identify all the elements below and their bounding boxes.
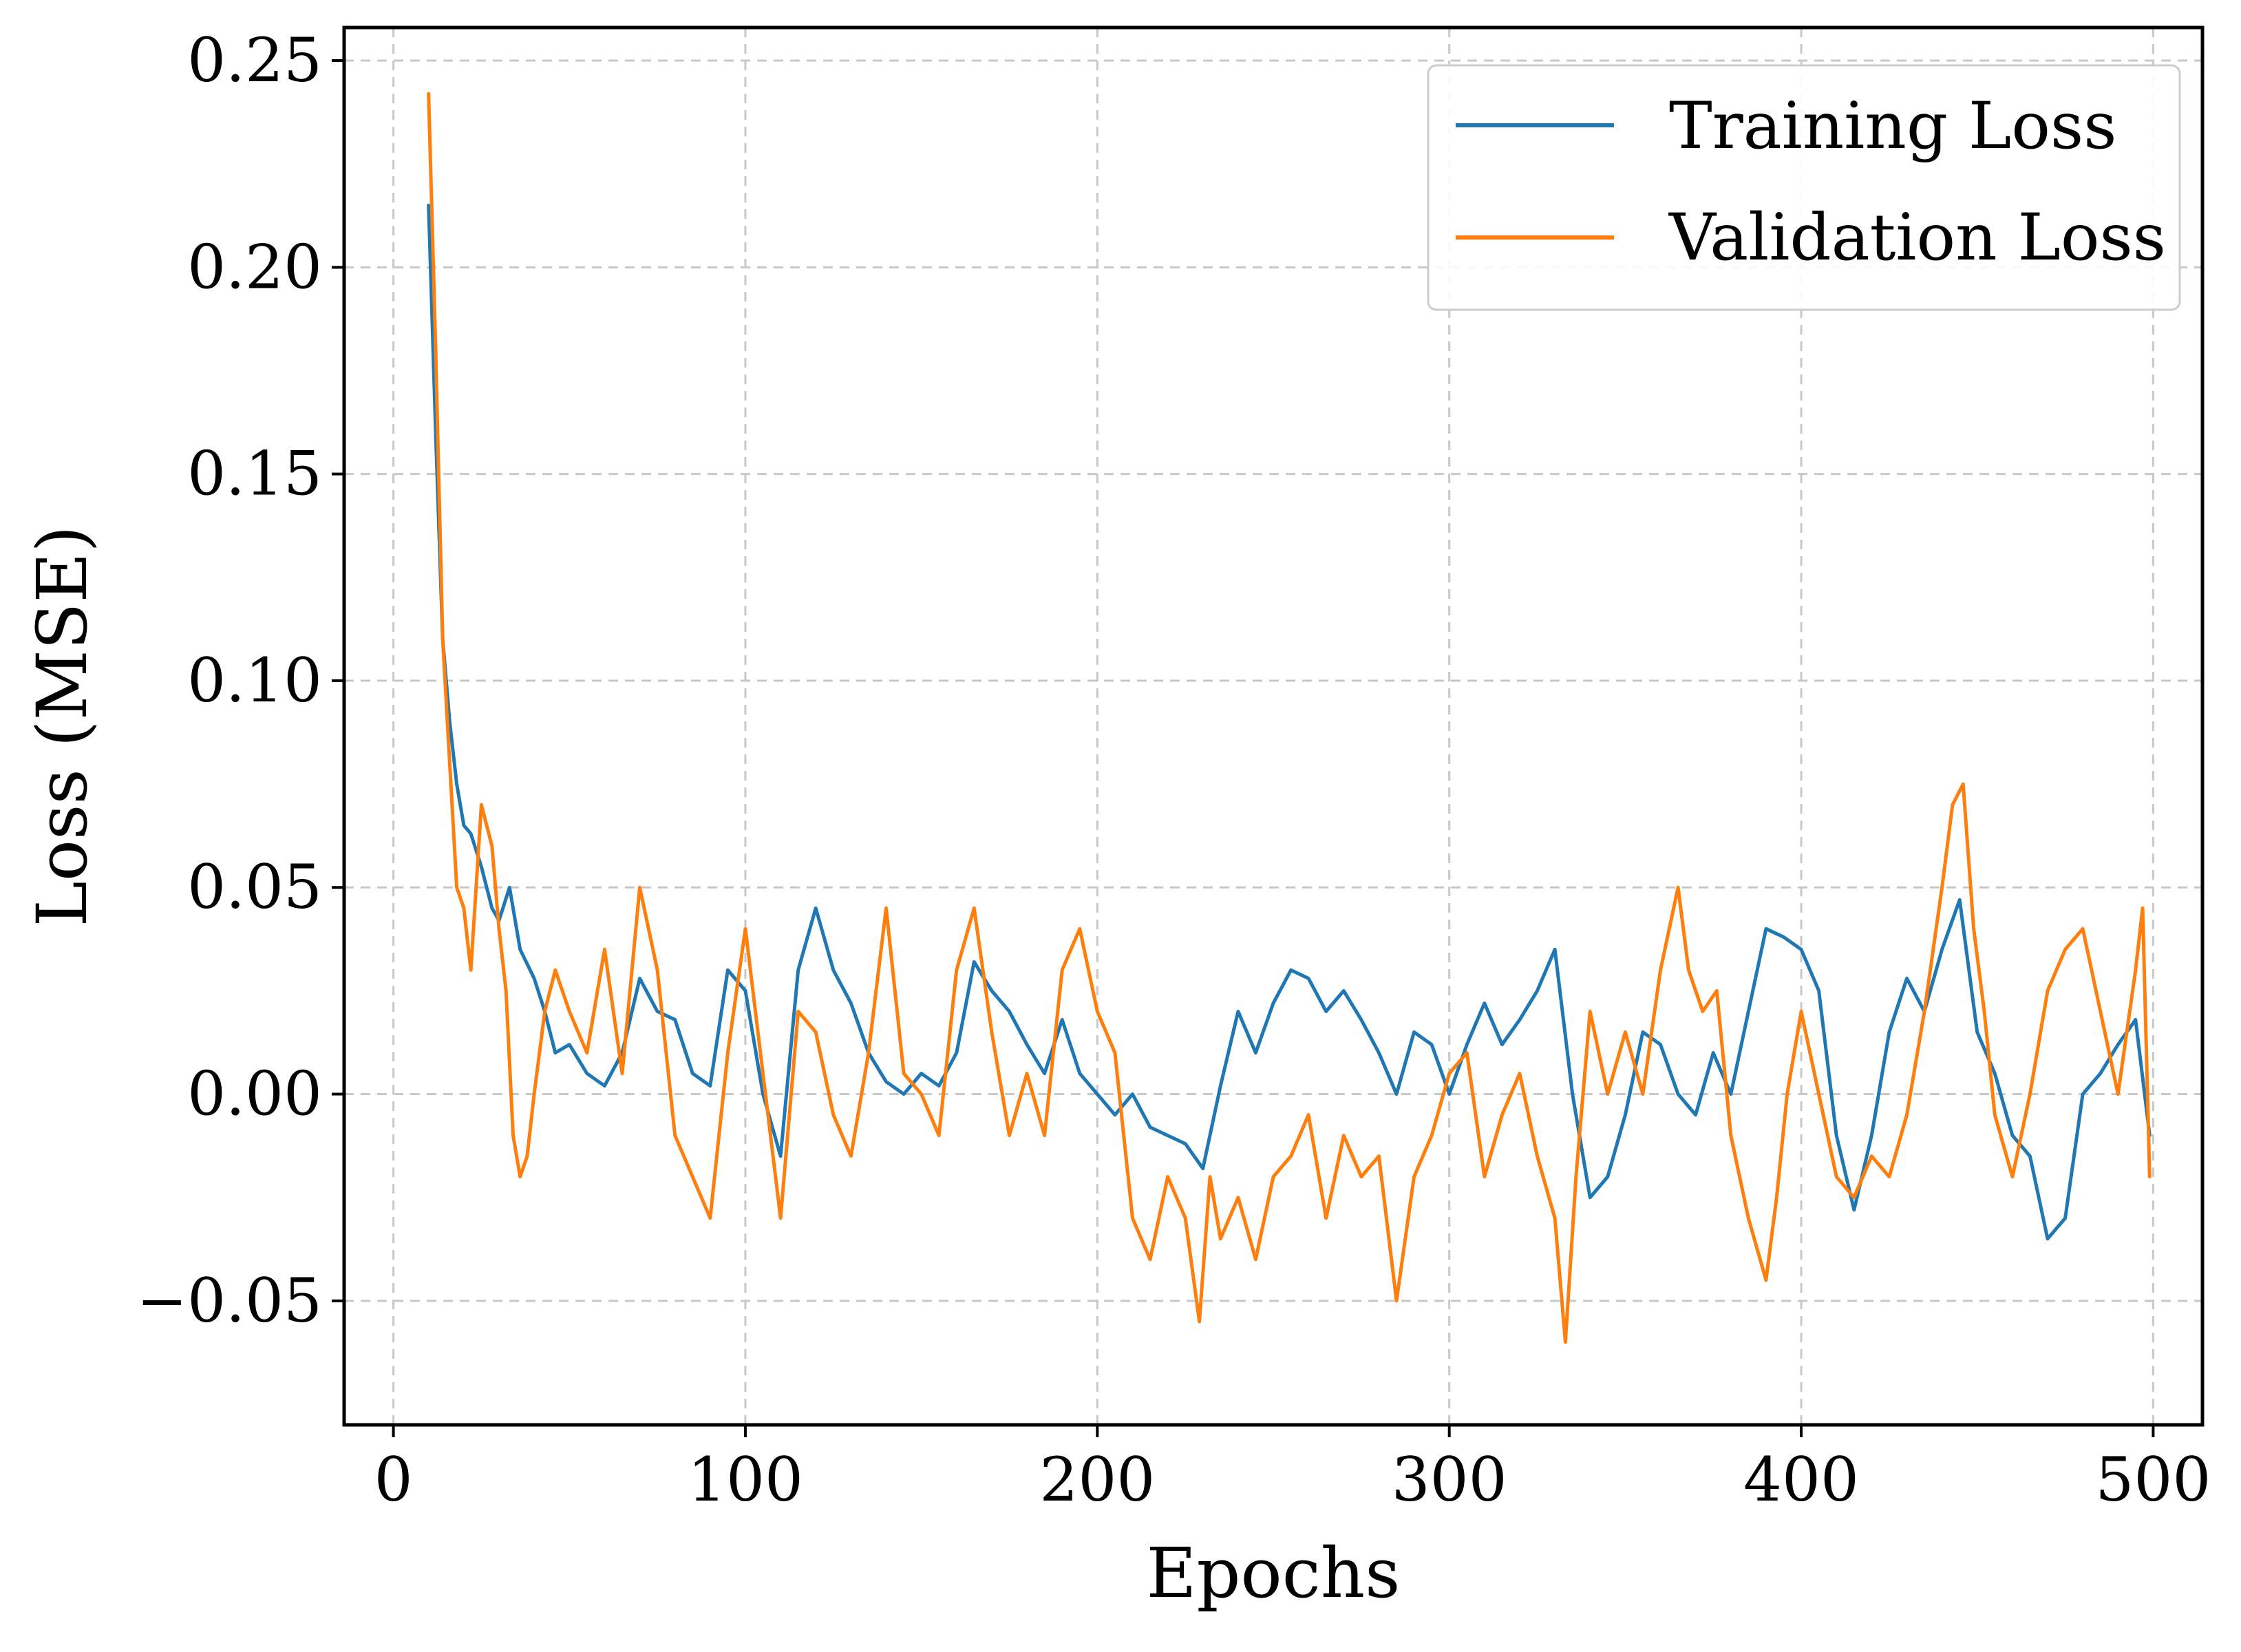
legend: Training Loss Validation Loss (1427, 64, 2181, 311)
x-tick-label: 200 (1039, 1444, 1155, 1515)
y-tick-label: 0.10 (187, 645, 322, 716)
x-axis-title: Epochs (1147, 1533, 1401, 1613)
series-line-training-loss (427, 203, 2152, 1241)
x-tick-label: 0 (374, 1444, 413, 1515)
x-tick-label: 300 (1392, 1444, 1507, 1515)
legend-label-validation: Validation Loss (1668, 200, 2166, 275)
y-tick-label: 0.15 (187, 438, 322, 509)
plot-area-frame (342, 25, 2205, 1427)
legend-box (1427, 64, 2181, 311)
x-tick-label: 500 (2095, 1444, 2211, 1515)
y-tick-label: 0.20 (187, 231, 322, 302)
y-tick-label: 0.00 (187, 1059, 322, 1130)
x-tick-label: 100 (688, 1444, 803, 1515)
y-axis-title: Loss (MSE) (22, 526, 103, 927)
y-tick-label: 0.25 (187, 25, 322, 96)
y-tick-label: 0.05 (187, 851, 322, 922)
legend-label-training: Training Loss (1669, 89, 2116, 164)
series-lines (427, 92, 2152, 1344)
axis-ticks: 0 100 200 300 400 500 −0.05 0.00 0.05 0.10 0.15 0.2… (136, 25, 2211, 1515)
y-tick-label: −0.05 (136, 1265, 322, 1336)
series-line-validation-loss (427, 92, 2152, 1344)
x-tick-label: 400 (1743, 1444, 1859, 1515)
